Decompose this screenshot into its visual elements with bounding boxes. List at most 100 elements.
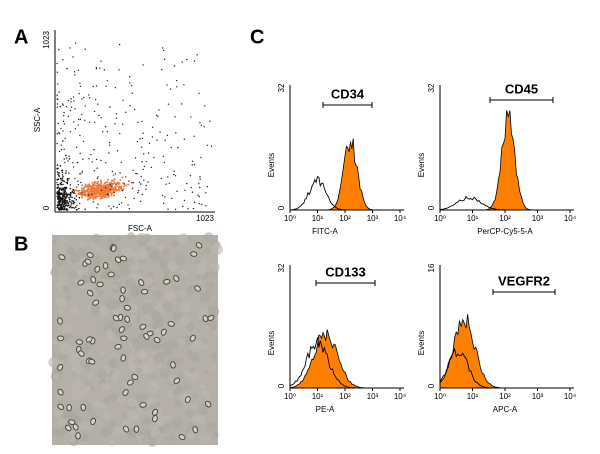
texture: [71, 281, 77, 287]
dot: [197, 194, 199, 196]
texture: [148, 250, 159, 261]
texture: [205, 281, 214, 290]
texture: [92, 400, 101, 409]
dot: [56, 206, 58, 209]
texture: [150, 431, 158, 438]
dot: [81, 184, 84, 187]
texture: [172, 389, 179, 397]
dot: [205, 205, 207, 207]
texture: [139, 313, 152, 326]
dot: [61, 140, 64, 142]
dot: [180, 103, 183, 105]
cell: [57, 363, 64, 371]
dot: [167, 103, 170, 105]
cell: [160, 328, 167, 336]
texture: [133, 263, 140, 270]
dot: [60, 127, 62, 130]
cell: [143, 333, 150, 340]
axis-label: FSC-A: [128, 224, 153, 233]
dot: [164, 139, 166, 142]
dot: [206, 144, 209, 146]
dot: [59, 182, 62, 185]
dot: [95, 182, 98, 185]
dot: [66, 209, 69, 211]
dot: [56, 142, 58, 145]
texture: [85, 402, 93, 410]
texture: [127, 397, 137, 408]
dot: [121, 176, 124, 179]
dot: [78, 202, 81, 205]
dot: [209, 120, 211, 122]
tick-label: 10³: [367, 392, 379, 401]
dot: [102, 184, 105, 187]
cell: [57, 403, 65, 411]
dot: [60, 181, 63, 184]
dot: [79, 82, 81, 84]
tick-label: 1023: [42, 31, 51, 49]
texture: [67, 411, 78, 422]
dot: [98, 184, 101, 187]
dot: [74, 192, 77, 195]
dot: [106, 130, 108, 133]
dot: [81, 170, 84, 172]
texture: [155, 414, 168, 427]
dot: [129, 104, 131, 107]
cell: [58, 254, 66, 261]
dot: [72, 161, 74, 164]
cell: [139, 323, 147, 330]
dot: [66, 201, 68, 203]
histograms: 0 32 Events 10⁰ 10¹ 10² 10³ 10⁴ FITC-A CD34 0 32 Eve…: [267, 81, 577, 414]
dot: [174, 208, 177, 211]
dot: [145, 188, 147, 190]
dot: [77, 180, 79, 182]
dot: [67, 99, 70, 102]
texture: [210, 352, 218, 360]
cell: [120, 335, 128, 342]
texture: [160, 262, 167, 270]
texture: [164, 290, 175, 302]
cell: [189, 334, 196, 342]
dot: [176, 190, 178, 193]
dot: [68, 204, 70, 206]
dot: [61, 103, 64, 105]
dot: [120, 161, 123, 164]
dot: [102, 190, 105, 193]
texture: [180, 340, 186, 346]
dot: [145, 160, 147, 163]
dot: [161, 47, 164, 49]
texture: [132, 412, 139, 420]
dot: [114, 185, 117, 188]
cell: [114, 343, 122, 350]
dot: [91, 181, 94, 184]
texture: [60, 413, 67, 420]
dot: [65, 187, 68, 189]
dot: [191, 160, 194, 162]
cell: [173, 275, 180, 282]
dot: [95, 188, 98, 191]
dot: [82, 189, 85, 192]
texture: [48, 356, 60, 368]
dot: [72, 121, 75, 123]
dot: [205, 192, 207, 194]
dot: [83, 96, 85, 99]
texture: [177, 233, 189, 245]
dot: [115, 113, 118, 115]
dot: [97, 180, 100, 183]
texture: [127, 303, 138, 314]
dot: [186, 58, 188, 61]
cell: [194, 285, 201, 292]
dot: [65, 172, 67, 175]
texture: [211, 243, 223, 256]
texture: [124, 296, 131, 303]
texture: [70, 304, 80, 314]
cell: [139, 402, 147, 408]
dot: [201, 203, 203, 205]
axis-label: Events: [267, 153, 276, 177]
texture: [117, 395, 126, 403]
dot: [128, 207, 130, 210]
dot: [62, 175, 64, 178]
tick-label: 10³: [367, 214, 379, 223]
dot: [104, 185, 107, 188]
dot: [75, 186, 78, 188]
dot: [99, 179, 102, 182]
